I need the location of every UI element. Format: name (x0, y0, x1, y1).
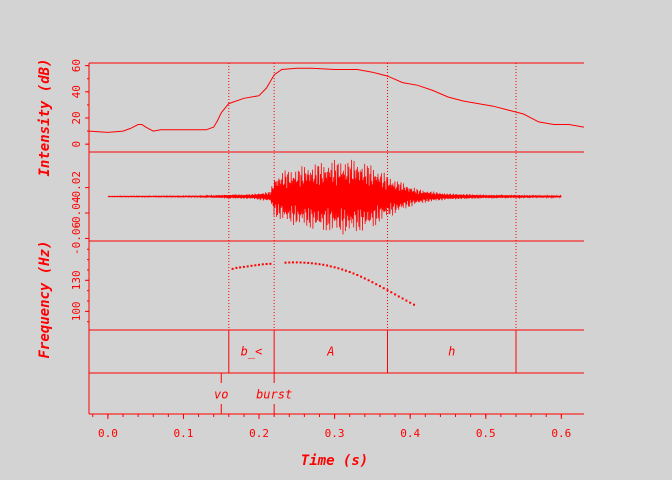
frequency-point (413, 303, 415, 306)
frequency-point (326, 264, 329, 267)
frequency-point (318, 263, 321, 266)
frequency-point (235, 266, 238, 269)
frequency-point (348, 271, 351, 273)
frequency-point (295, 261, 298, 264)
frequency-point (405, 299, 408, 302)
frequency-point (246, 265, 249, 268)
intensity-tick-label: 20 (70, 111, 83, 124)
frequency-point (333, 266, 336, 269)
x-tick-label: 0.1 (174, 427, 194, 440)
frequency-axis-label: Frequency (Hz) (37, 240, 53, 358)
frequency-point (390, 291, 393, 294)
intensity-axis-label: Intensity (dB) (37, 58, 53, 176)
frequency-point (329, 265, 332, 268)
x-tick-label: 0.5 (476, 427, 496, 440)
frequency-point (284, 261, 287, 264)
frequency-point (394, 293, 397, 296)
waveform-tick-label: -0.02 (70, 171, 83, 204)
waveform-series-line (107, 159, 562, 235)
intensity-tick-label: 40 (70, 85, 83, 98)
time-axis-label: Time (s) (301, 453, 368, 469)
panels (88, 62, 584, 415)
frequency-point (250, 264, 253, 267)
intensity-tick-label: 0 (70, 141, 83, 148)
frequency-point (269, 262, 272, 265)
frequency-tick-label: 100 (70, 301, 83, 321)
x-tick-label: 0.0 (98, 427, 118, 440)
x-tick-label: 0.2 (249, 427, 269, 440)
frequency-point (292, 261, 294, 264)
intensity-tick-label: 60 (70, 59, 83, 72)
frequency-point (341, 268, 344, 271)
frequency-point (356, 274, 359, 276)
interval-label: h (448, 345, 455, 359)
frequency-point (258, 263, 260, 266)
frequency-point (386, 289, 389, 292)
frequency-point (231, 267, 234, 270)
frequency-point (265, 263, 268, 265)
point-label: burst (256, 388, 292, 402)
labels: Intensity (dB) Frequency (Hz) Time (s) (37, 58, 368, 469)
waveform-tick-label: -0.04 (70, 196, 83, 229)
frequency-point (360, 275, 363, 278)
frequency-point (288, 261, 291, 264)
frequency-point (310, 262, 313, 265)
axes: 0 20 40 60 -0.02-0.04-0.06 100 130 0.0 0.1 0.2 0.3… (70, 59, 571, 440)
frequency-point (322, 263, 325, 266)
frequency-point (254, 264, 257, 267)
frequency-point (379, 285, 381, 288)
frequency-point (409, 301, 412, 304)
frequency-point (299, 261, 302, 264)
x-tick-label: 0.4 (400, 427, 420, 440)
frequency-point (371, 281, 374, 284)
frequency-point (242, 265, 245, 268)
x-tick-label: 0.6 (551, 427, 571, 440)
frequency-point (397, 295, 400, 298)
frequency-point (337, 267, 340, 270)
point-label: vo (214, 388, 228, 402)
frequency-point (239, 266, 242, 269)
frequency-point (314, 262, 317, 265)
intensity-series-line (88, 67, 585, 133)
frequency-point (303, 261, 306, 264)
frequency-point (382, 287, 385, 290)
frequency-point (367, 279, 370, 282)
frequency-point (261, 263, 264, 266)
frequency-point (344, 269, 347, 272)
frequency-point (401, 297, 404, 300)
x-tick-label: 0.3 (325, 427, 345, 440)
waveform-tick-label: -0.06 (70, 222, 83, 255)
frequency-point (307, 261, 310, 264)
interval-label: A (326, 345, 334, 359)
frequency-point (375, 283, 378, 286)
frequency-point (363, 277, 366, 280)
frequency-tick-label: 130 (70, 270, 83, 290)
interval-label: b_< (241, 345, 263, 359)
frequency-point (352, 272, 355, 275)
